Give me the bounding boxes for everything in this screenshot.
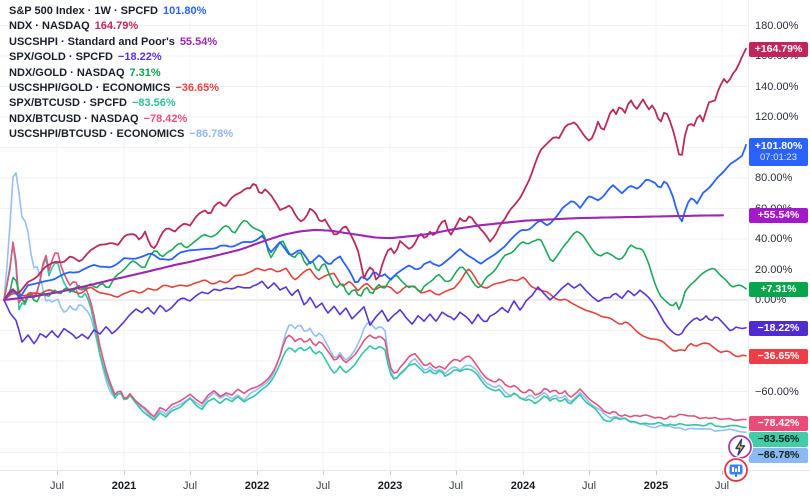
legend-row-uscshpibtc[interactable]: USCSHPI/BTCUSD · ECONOMICS −86.78% [9, 128, 233, 143]
legend-value: 55.54% [179, 35, 218, 48]
time-tick-mark [722, 471, 723, 475]
price-badge: −36.65% [749, 348, 808, 364]
time-tick-label: Jul [182, 480, 198, 492]
price-badge: −18.22% [749, 320, 808, 336]
chart-idea-icon[interactable] [723, 457, 749, 488]
legend-row-spxgold[interactable]: SPX/GOLD · SPCFD −18.22% [9, 51, 233, 66]
series-line-uscshpi-gold[interactable] [3, 267, 747, 358]
legend-value: −36.65% [175, 81, 220, 94]
legend-row-spx[interactable]: S&P 500 Index · 1W · SPCFD 101.80% [9, 5, 233, 20]
series-line-ndx[interactable] [3, 47, 747, 301]
time-tick-mark [523, 471, 524, 475]
time-tick-mark [323, 471, 324, 475]
legend-row-ndx[interactable]: NDX · NASDAQ 164.79% [9, 20, 233, 35]
time-tick-mark [190, 471, 191, 475]
price-badge-value: −18.22% [757, 321, 800, 334]
legend-label: USCSHPI/GOLD · ECONOMICS [9, 81, 171, 94]
legend-label: NDX · NASDAQ [9, 20, 90, 33]
time-tick-label: 2023 [377, 480, 403, 492]
price-tick-label: 140.00% [755, 80, 799, 93]
time-tick-label: 2024 [510, 480, 536, 492]
legend-row-ndxbtc[interactable]: NDX/BTCUSD · NASDAQ −78.42% [9, 113, 233, 128]
price-badge-value: −78.42% [757, 417, 800, 429]
legend-value: 101.80% [162, 5, 207, 17]
series-line-spx-btcusd[interactable] [3, 242, 747, 429]
time-tick-mark [57, 471, 58, 475]
legend-row-uscshpigold[interactable]: USCSHPI/GOLD · ECONOMICS −36.65% [9, 82, 233, 97]
time-tick-label: Jul [714, 480, 730, 492]
time-tick-label: 2025 [643, 480, 669, 492]
legend-label: S&P 500 Index · 1W · SPCFD [9, 5, 158, 17]
price-badge: −78.42% [749, 416, 808, 431]
time-tick-label: 2022 [244, 480, 270, 492]
legend-label: NDX/GOLD · NASDAQ [9, 66, 125, 79]
price-badge: +101.80% 07:01:23 [749, 138, 808, 166]
price-badge: +55.54% [749, 207, 808, 223]
time-tick-label: 2021 [111, 480, 137, 492]
series-line-ndx-btcusd[interactable] [3, 241, 747, 422]
price-tick-label: 40.00% [755, 233, 793, 245]
time-tick-mark [124, 471, 125, 475]
price-tick-label: 180.00% [755, 19, 799, 32]
series-line-spx-gold[interactable] [3, 280, 747, 345]
price-badge-value: +164.79% [754, 42, 803, 55]
price-badge: +164.79% [749, 41, 808, 57]
legend-row-uscshpi[interactable]: USCSHPI · Standard and Poor's 55.54% [9, 36, 233, 51]
price-badge-value: +7.31% [760, 282, 797, 295]
time-tick-mark [456, 471, 457, 475]
price-badge: +7.31% [749, 281, 808, 297]
price-tick-label: 80.00% [755, 172, 793, 184]
legend-label: USCSHPI/BTCUSD · ECONOMICS [9, 128, 185, 141]
time-axis[interactable]: Jul 2021 Jul 2022 Jul 2023 Jul 2024 Jul 2025 Jul [0, 470, 810, 503]
legend-label: SPX/BTCUSD · SPCFD [9, 97, 127, 110]
time-tick-mark [656, 471, 657, 475]
legend-value: −86.78% [189, 128, 234, 141]
price-badge-value: +101.80% [754, 140, 803, 152]
legend-value: 164.79% [94, 20, 139, 33]
time-tick-mark [589, 471, 590, 475]
price-tick-label: 20.00% [755, 263, 793, 276]
price-badge: −83.56% [749, 432, 808, 447]
legend: S&P 500 Index · 1W · SPCFD 101.80% NDX · N… [9, 5, 233, 144]
legend-row-spxbtc[interactable]: SPX/BTCUSD · SPCFD −83.56% [9, 97, 233, 112]
series-line-s-p-500-index[interactable] [3, 143, 747, 301]
legend-value: −78.42% [143, 112, 188, 125]
legend-value: −83.56% [131, 97, 176, 110]
price-badge-value: +55.54% [757, 208, 800, 221]
time-tick-label: Jul [315, 480, 331, 492]
time-tick-mark [390, 471, 391, 475]
countdown-timer: 07:01:23 [760, 152, 797, 163]
price-tick-label: 0.00% [755, 294, 787, 306]
time-tick-label: Jul [448, 480, 464, 492]
time-tick-label: Jul [49, 480, 65, 492]
legend-value: −18.22% [117, 51, 162, 64]
legend-label: NDX/BTCUSD · NASDAQ [9, 112, 139, 125]
price-badge-value: −36.65% [757, 349, 800, 362]
price-badge-value: −83.56% [757, 433, 800, 445]
price-tick-label: −60.00% [755, 385, 799, 398]
series-line-ndx-gold[interactable] [3, 219, 747, 311]
legend-label: USCSHPI · Standard and Poor's [9, 35, 175, 48]
chart-plot-area[interactable] [0, 0, 810, 470]
legend-label: SPX/GOLD · SPCFD [9, 51, 113, 64]
price-tick-label: 120.00% [755, 111, 799, 123]
legend-value: 7.31% [129, 66, 161, 79]
price-badge: −86.78% [749, 448, 808, 463]
time-tick-label: Jul [581, 480, 597, 492]
legend-row-ndxgold[interactable]: NDX/GOLD · NASDAQ 7.31% [9, 67, 233, 82]
price-badge-value: −86.78% [757, 449, 800, 461]
time-tick-mark [257, 471, 258, 475]
price-axis[interactable]: 180.00%160.00%140.00%120.00%100.00%80.00… [748, 0, 810, 470]
series-line-uscshpi[interactable] [2, 214, 725, 302]
